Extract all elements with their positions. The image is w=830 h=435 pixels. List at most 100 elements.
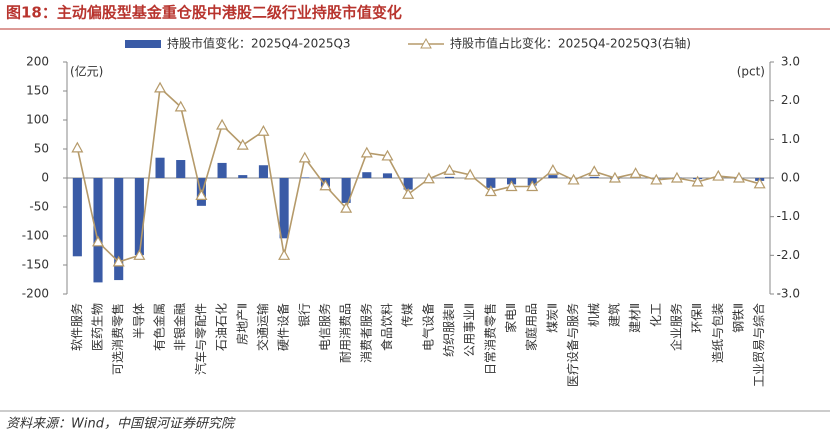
x-tick-label: 环保Ⅱ: [690, 303, 704, 333]
y2-tick-label: 2.0: [781, 93, 800, 107]
y-tick-label: 50: [34, 142, 49, 156]
line-marker: [278, 249, 291, 260]
line-marker: [567, 173, 580, 185]
x-tick-label: 耐用消费品: [339, 303, 353, 363]
line-marker: [546, 164, 559, 175]
line-marker: [443, 164, 456, 175]
line-marker: [319, 179, 332, 191]
y2-tick-label: -1.0: [777, 209, 800, 223]
line-marker: [133, 249, 146, 260]
line-marker: [381, 149, 394, 161]
y2-tick-label: -3.0: [777, 287, 800, 301]
x-tick-label: 公用事业Ⅱ: [463, 303, 477, 357]
x-tick-label: 汽车与零配件: [193, 303, 208, 375]
x-tick-label: 建材Ⅱ: [628, 303, 642, 333]
bar: [238, 175, 248, 178]
x-tick-label: 传媒: [400, 303, 415, 327]
x-tick-label: 煤炭Ⅱ: [545, 303, 559, 333]
x-tick-label: 软件服务: [69, 303, 84, 351]
x-tick-label: 建筑: [606, 303, 621, 327]
line-marker: [753, 177, 766, 189]
x-tick-label: 硬件设备: [277, 303, 291, 351]
y2-tick-label: -2.0: [777, 248, 800, 262]
y-tick-label: -150: [22, 258, 49, 272]
x-tick-label: 医药生物: [91, 303, 105, 351]
y2-axis-label: (pct): [737, 65, 765, 79]
x-tick-label: 工业贸易与综合: [751, 303, 766, 387]
bar: [155, 157, 165, 178]
line-marker: [505, 180, 518, 192]
bar: [382, 173, 393, 178]
x-tick-label: 家庭用品: [524, 303, 539, 351]
x-tick-label: 消费者服务: [358, 303, 373, 363]
bar: [341, 178, 351, 203]
y-tick-label: 100: [26, 113, 49, 127]
x-tick-label: 企业服务: [668, 303, 683, 351]
bar: [362, 172, 372, 178]
x-tick-label: 医疗设备与服务: [565, 303, 580, 387]
line-marker: [154, 81, 167, 93]
line-marker: [629, 167, 642, 178]
line-marker: [588, 165, 601, 177]
x-tick-label: 房地产Ⅱ: [234, 303, 249, 345]
x-tick-label: 银行: [297, 303, 311, 327]
x-tick-label: 半导体: [132, 303, 146, 339]
bar: [486, 178, 496, 188]
y-tick-label: 0: [41, 171, 49, 185]
bar: [300, 177, 310, 178]
line-marker: [360, 146, 373, 158]
x-tick-label: 食品饮料: [379, 303, 394, 351]
bar: [548, 175, 558, 178]
bar: [93, 178, 103, 283]
x-tick-label: 电气设备: [420, 303, 435, 351]
legend-label: 持股市值占比变化：2025Q4-2025Q3(右轴): [450, 36, 691, 51]
x-tick-label: 造纸与包装: [711, 303, 725, 363]
legend-marker: [420, 37, 432, 49]
bar: [403, 178, 413, 190]
bar: [217, 162, 227, 178]
line-marker: [216, 118, 229, 130]
x-tick-label: 石油石化: [215, 303, 229, 351]
chart-title: 图18：主动偏股型基金重仓股中港股二级行业持股市值变化: [6, 4, 402, 22]
y-axis-label: (亿元): [70, 64, 103, 79]
line-marker: [712, 169, 725, 181]
x-tick-label: 纺织服装Ⅱ: [442, 303, 456, 357]
line-marker: [236, 138, 249, 150]
line: [76, 86, 760, 263]
line-marker: [670, 171, 683, 183]
line-marker: [526, 180, 539, 192]
line-marker: [608, 171, 621, 183]
y2-tick-label: 0.0: [781, 171, 800, 185]
x-tick-label: 化工: [649, 303, 663, 327]
y-tick-label: -50: [29, 200, 49, 214]
y2-tick-label: 3.0: [781, 55, 800, 69]
line-marker: [732, 171, 746, 183]
line-marker: [195, 189, 208, 200]
bar: [589, 176, 599, 178]
line-marker: [298, 151, 311, 163]
line-marker: [464, 168, 477, 180]
line-marker: [257, 124, 270, 136]
line-marker: [112, 255, 125, 267]
x-tick-label: 日常消费零售: [482, 303, 497, 375]
line-marker: [691, 175, 704, 187]
x-tick-label: 交通运输: [255, 303, 270, 351]
y-tick-label: 150: [26, 84, 49, 98]
x-tick-label: 可选消费零售: [110, 303, 125, 375]
x-tick-label: 机械: [586, 303, 601, 327]
line-marker: [422, 172, 435, 184]
x-tick-label: 钢铁Ⅱ: [731, 303, 745, 333]
source: 资料来源：Wind，中国银河证券研究院: [6, 416, 236, 432]
legend-label: 持股市值变化：2025Q4-2025Q3: [167, 36, 351, 51]
bar: [279, 178, 289, 239]
x-tick-label: 家电Ⅱ: [503, 303, 518, 333]
line-marker: [484, 185, 497, 197]
bar: [114, 178, 124, 281]
line-marker: [71, 141, 84, 153]
line-marker: [650, 173, 663, 185]
bar: [258, 165, 268, 178]
x-tick-label: 有色金属: [152, 303, 167, 351]
line-marker: [402, 188, 415, 199]
y2-tick-label: 1.0: [781, 132, 800, 146]
